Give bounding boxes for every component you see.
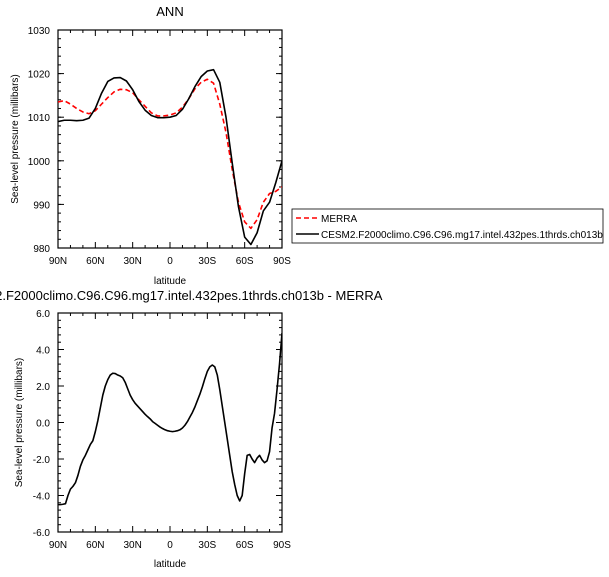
legend: MERRA CESM2.F2000climo.C96.C96.mg17.intel… bbox=[291, 208, 604, 244]
legend-label: CESM2.F2000climo.C96.C96.mg17.intel.432p… bbox=[321, 230, 603, 241]
y-tick-label: 1000 bbox=[28, 157, 51, 168]
chart-title: CESM2.F2000climo.C96.C96.mg17.intel.432p… bbox=[0, 288, 383, 303]
y-tick-label: 2.0 bbox=[36, 382, 50, 393]
series-line-cesm2-f2000climo-c96-c96 bbox=[58, 68, 282, 246]
x-tick-label: 0 bbox=[167, 256, 173, 267]
plot-frame bbox=[57, 312, 283, 533]
x-axis-label: latitude bbox=[154, 559, 187, 570]
y-tick-label: 6.0 bbox=[36, 309, 50, 320]
x-tick-label: 90N bbox=[49, 540, 67, 551]
y-tick-label: -6.0 bbox=[33, 528, 51, 539]
x-tick-label: 90S bbox=[273, 540, 291, 551]
x-tick-label: 60S bbox=[236, 540, 254, 551]
y-axis-label: Sea-level pressure (millibars) bbox=[14, 358, 25, 487]
x-axis-label: latitude bbox=[154, 276, 187, 287]
y-tick-label: 980 bbox=[33, 244, 50, 255]
y-tick-label: -4.0 bbox=[33, 492, 51, 503]
y-tick-label: -2.0 bbox=[33, 455, 51, 466]
chart-title: ANN bbox=[156, 4, 183, 19]
chart-panel-2: CESM2.F2000climo.C96.C96.mg17.intel.432p… bbox=[0, 288, 383, 570]
y-tick-label: 1010 bbox=[28, 113, 51, 124]
x-tick-label: 30S bbox=[198, 256, 216, 267]
x-tick-label: 30N bbox=[123, 540, 141, 551]
x-tick-label: 30N bbox=[123, 256, 141, 267]
x-tick-label: 60N bbox=[86, 540, 104, 551]
y-tick-label: 4.0 bbox=[36, 346, 50, 357]
x-tick-label: 0 bbox=[167, 540, 173, 551]
legend-box bbox=[291, 208, 604, 244]
x-tick-label: 90N bbox=[49, 256, 67, 267]
y-tick-label: 1030 bbox=[28, 26, 51, 37]
series-line-difference bbox=[58, 333, 282, 506]
series-line-merra bbox=[58, 78, 282, 230]
y-tick-label: 0.0 bbox=[36, 419, 50, 430]
chart-panel-1: ANN 90N 60N 30N 0 30S 60S 90S 980 990 1000 1010 1020… bbox=[10, 4, 604, 287]
plot-frame bbox=[57, 29, 283, 249]
y-axis-label: Sea-level pressure (millibars) bbox=[10, 74, 21, 203]
x-tick-label: 90S bbox=[273, 256, 291, 267]
x-tick-label: 60N bbox=[86, 256, 104, 267]
x-tick-label: 60S bbox=[236, 256, 254, 267]
legend-label: MERRA bbox=[321, 214, 357, 225]
x-tick-label: 30S bbox=[198, 540, 216, 551]
y-tick-label: 990 bbox=[33, 200, 50, 211]
y-tick-label: 1020 bbox=[28, 70, 51, 81]
